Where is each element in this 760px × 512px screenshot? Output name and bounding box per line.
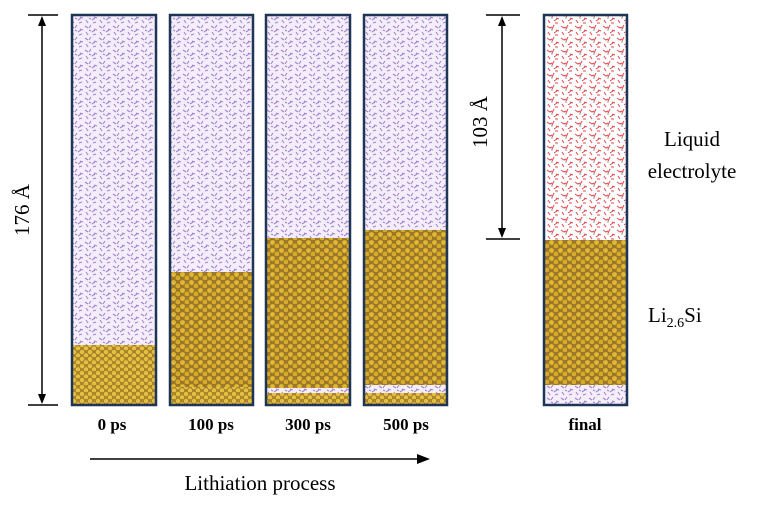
arrow-head [417,454,430,464]
electrolyte-region [544,15,627,240]
alloy-region [266,238,350,388]
silicon-region [170,387,253,405]
alloy-region [364,230,447,385]
alloy-region [544,240,627,385]
process-label: Lithiation process [184,471,335,495]
electrolyte-height-label: 103 Å [468,95,492,148]
total-height-label: 176 Å [10,183,34,236]
alloy-label: Li2.6Si [648,303,702,331]
silicon-region [364,393,447,405]
electrolyte-label: electrolyte [648,159,737,183]
alloy-subscript: 2.6 [667,316,685,331]
electrolyte-region [72,15,156,405]
panel-border [70,13,158,407]
panel-border [362,13,449,407]
alloy-base: Li [648,303,667,327]
time-label: 500 ps [383,415,429,434]
time-label: 300 ps [285,415,331,434]
interphase-region [544,385,627,405]
silicon-region [266,393,350,405]
final-label: final [568,415,601,434]
alloy-suffix: Si [684,303,702,327]
panel-border [264,13,352,407]
panel-border [168,13,255,407]
dimension-arrows [28,14,520,464]
time-label: 0 ps [98,415,127,434]
electrolyte-label: Liquid [664,127,720,151]
alloy-region [170,272,253,387]
snapshot-panels [70,13,629,407]
time-label: 100 ps [188,415,234,434]
silicon-region [72,345,156,405]
panel-border [542,13,629,407]
